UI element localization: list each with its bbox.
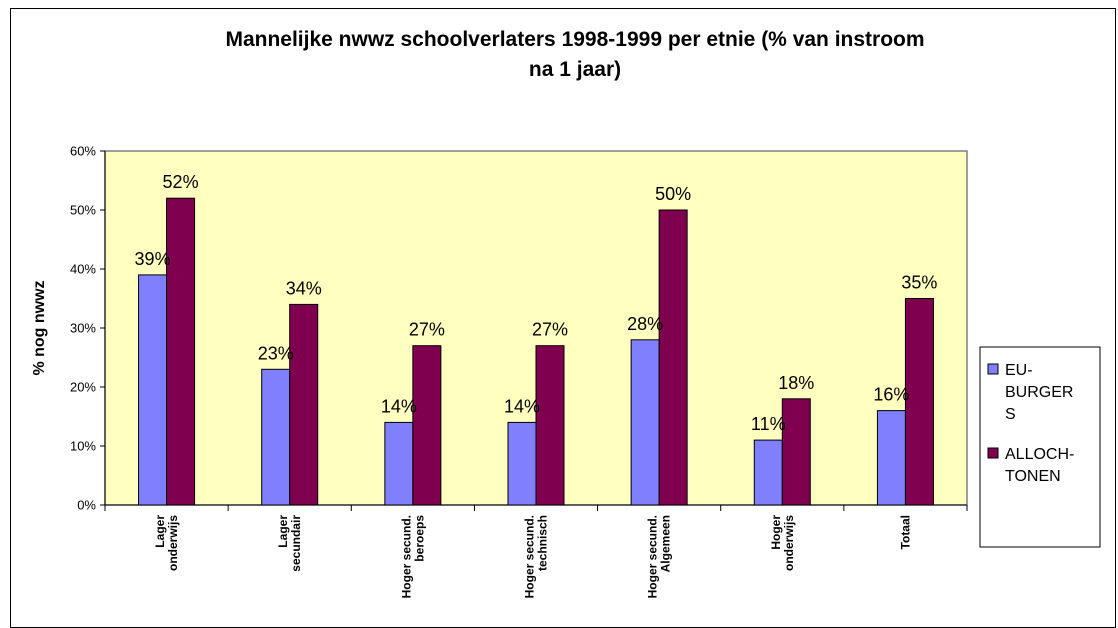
data-label: 11% bbox=[751, 414, 786, 434]
x-category-label-line: technisch bbox=[536, 515, 550, 571]
bar bbox=[289, 303, 319, 506]
data-label: 34% bbox=[286, 278, 322, 298]
chart-title-line: na 1 jaar) bbox=[529, 58, 621, 81]
bar bbox=[876, 410, 906, 506]
x-category-label-line: Hoger secund. bbox=[646, 515, 660, 598]
y-tick-label: 20% bbox=[70, 380, 96, 395]
data-label: 50% bbox=[655, 184, 691, 204]
x-category-label: Lagersecundair bbox=[276, 515, 303, 572]
y-tick-label: 50% bbox=[70, 203, 96, 218]
legend-box bbox=[979, 346, 1101, 548]
data-label: 14% bbox=[504, 396, 540, 416]
legend-label: TONEN bbox=[1005, 468, 1061, 485]
y-tick-label: 60% bbox=[70, 144, 96, 159]
y-tick-label: 10% bbox=[70, 439, 96, 454]
bar bbox=[753, 439, 783, 506]
legend-swatch bbox=[987, 447, 999, 459]
bar bbox=[507, 421, 537, 506]
chart-title-line: Mannelijke nwwz schoolverlaters 1998-199… bbox=[225, 28, 924, 51]
y-tick-label: 30% bbox=[70, 321, 96, 336]
data-labels: 39% 23% 14% 14% 28% 11% 16% 52% 34% 27% 27% 50% 18% 3… bbox=[135, 172, 938, 434]
legend-swatch bbox=[987, 363, 999, 375]
y-tick-label: 0% bbox=[77, 498, 96, 513]
bar bbox=[261, 368, 291, 506]
bar bbox=[630, 339, 660, 506]
data-label: 14% bbox=[381, 396, 417, 416]
bar bbox=[166, 197, 196, 506]
x-category-label-line: Hoger secund. bbox=[399, 515, 413, 598]
x-category-label-line: secundair bbox=[289, 515, 303, 572]
bar bbox=[658, 209, 688, 506]
data-label: 39% bbox=[135, 249, 171, 269]
legend: EU- BURGER S ALLOCH- TONEN bbox=[979, 346, 1101, 548]
legend-label: BURGER bbox=[1005, 384, 1073, 401]
x-category-label-line: onderwijs bbox=[782, 515, 796, 571]
legend-label: S bbox=[1005, 406, 1016, 423]
legend-label: EU- bbox=[1005, 362, 1033, 379]
data-label: 52% bbox=[163, 172, 199, 192]
x-category-label-line: Totaal bbox=[898, 515, 912, 549]
y-axis-label: % nog nwwz bbox=[31, 280, 48, 375]
bars bbox=[138, 197, 934, 506]
bar bbox=[781, 398, 811, 506]
x-category-label: Hoger secund.Algemeen bbox=[646, 515, 673, 598]
data-label: 23% bbox=[258, 343, 294, 363]
y-axis: 0% 10% 20% 30% 40% 50% 60% bbox=[70, 144, 106, 513]
bar bbox=[138, 274, 168, 506]
x-category-label: Hoger secund.technisch bbox=[523, 515, 550, 598]
x-category-label-line: Hoger secund. bbox=[523, 515, 537, 598]
data-label: 28% bbox=[627, 314, 663, 334]
x-axis: Lageronderwijs Lagersecundair Hoger secund… bbox=[104, 504, 968, 599]
x-category-label: Lageronderwijs bbox=[153, 515, 180, 571]
bar bbox=[384, 421, 414, 506]
data-label: 27% bbox=[532, 320, 568, 340]
chart-title: Mannelijke nwwz schoolverlaters 1998-199… bbox=[225, 28, 924, 81]
x-category-label: Hogeronderwijs bbox=[769, 515, 796, 571]
data-label: 27% bbox=[409, 320, 445, 340]
data-label: 16% bbox=[873, 385, 909, 405]
x-category-label: Totaal bbox=[898, 515, 912, 549]
x-category-label-line: beroeps bbox=[412, 515, 426, 562]
bar bbox=[904, 298, 934, 506]
x-category-label-line: Hoger bbox=[769, 515, 783, 550]
x-category-label-line: Algemeen bbox=[659, 515, 673, 572]
data-label: 35% bbox=[901, 273, 937, 293]
bar bbox=[412, 345, 442, 506]
bar bbox=[535, 345, 565, 506]
x-category-label-line: Lager bbox=[276, 515, 290, 548]
y-tick-label: 40% bbox=[70, 262, 96, 277]
x-category-label-line: onderwijs bbox=[166, 515, 180, 571]
x-category-label: Hoger secund.beroeps bbox=[399, 515, 426, 599]
data-label: 18% bbox=[778, 373, 814, 393]
legend-label: ALLOCH- bbox=[1005, 446, 1074, 463]
x-category-label-line: Lager bbox=[153, 515, 167, 548]
